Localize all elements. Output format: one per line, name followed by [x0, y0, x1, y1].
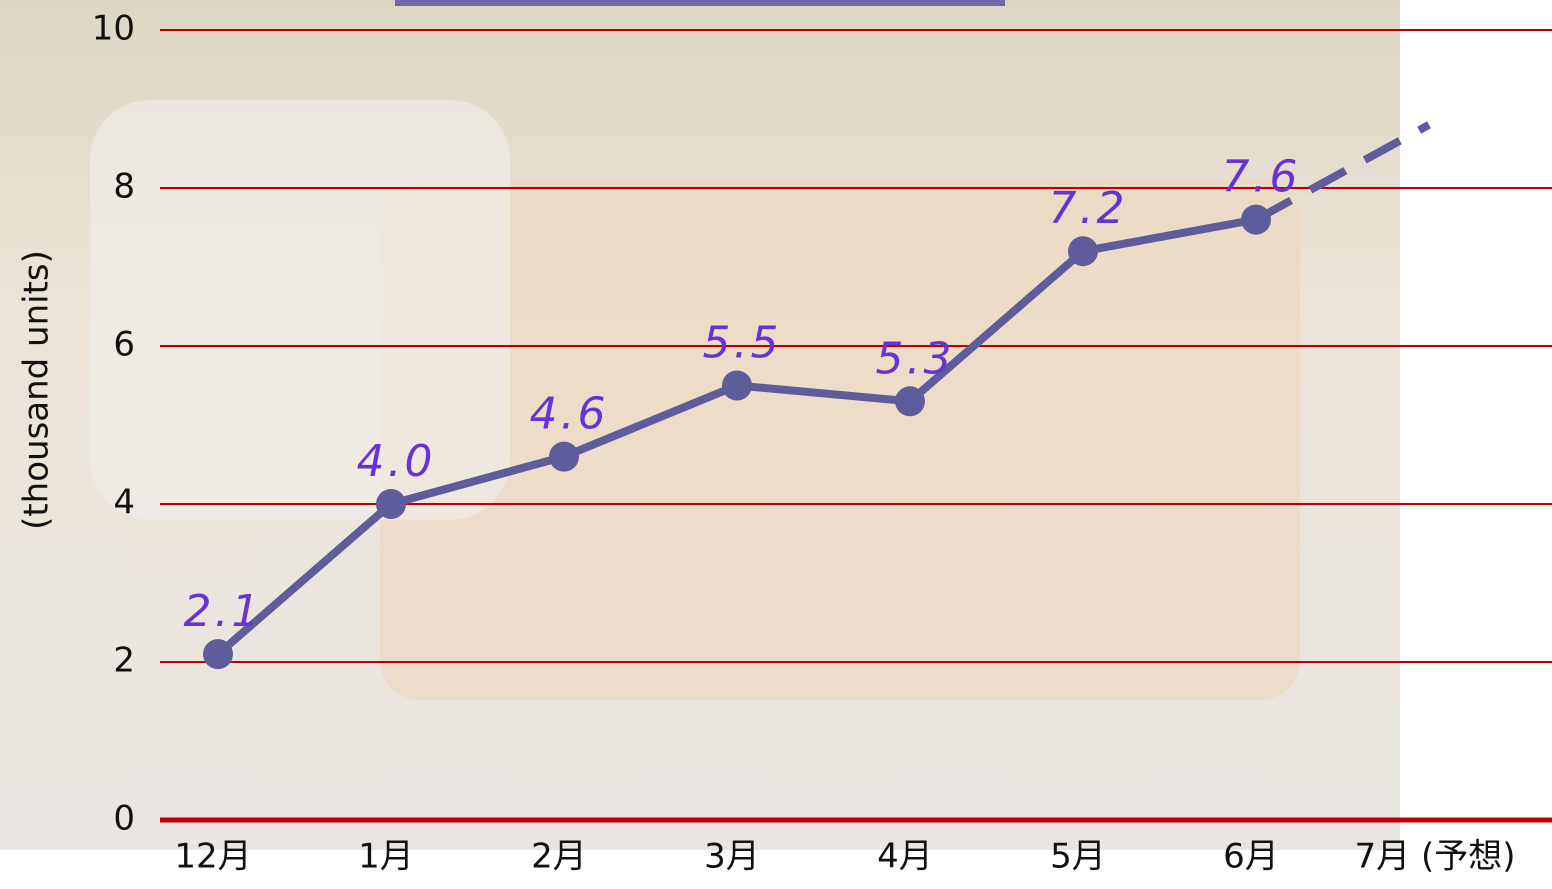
data-label: 2.1	[184, 586, 263, 637]
y-axis-title: (thousand units)	[17, 250, 57, 530]
x-tick-label: 7月 (予想)	[1355, 837, 1516, 877]
x-tick-label: 12月	[174, 837, 251, 877]
data-point	[895, 386, 925, 416]
y-tick-label: 10	[92, 9, 135, 49]
y-tick-label: 2	[113, 641, 135, 681]
truck-shape	[380, 180, 1300, 700]
data-point	[722, 371, 752, 401]
page: {"chart_data": {"type": "line", "y_label…	[0, 0, 1552, 885]
data-point	[376, 489, 406, 519]
x-tick-label: 1月	[358, 837, 414, 877]
y-tick-label: 4	[113, 483, 135, 523]
title-bar-edge	[395, 0, 1005, 6]
boat-shape	[90, 100, 510, 520]
x-tick-label: 6月	[1223, 837, 1279, 877]
data-label: 5.5	[703, 318, 782, 369]
data-label: 4.0	[357, 436, 436, 487]
x-tick-label: 3月	[704, 837, 760, 877]
y-tick-label: 8	[113, 167, 135, 207]
x-tick-label: 5月	[1050, 837, 1106, 877]
x-tick-label: 2月	[531, 837, 587, 877]
y-tick-label: 0	[113, 799, 135, 839]
data-point	[203, 639, 233, 669]
x-tick-label: 4月	[877, 837, 933, 877]
y-tick-label: 6	[113, 325, 135, 365]
data-label: 7.2	[1049, 183, 1128, 234]
data-label: 4.6	[530, 389, 609, 440]
data-label: 7.6	[1222, 152, 1301, 203]
data-point	[1241, 205, 1271, 235]
chart: (thousand units) 0 2 4 6 8 10 12月 1月 2月 3月 4月 5月 6月 7…	[0, 0, 1552, 885]
data-point	[549, 442, 579, 472]
data-label: 5.3	[876, 333, 955, 384]
data-point	[1068, 236, 1098, 266]
